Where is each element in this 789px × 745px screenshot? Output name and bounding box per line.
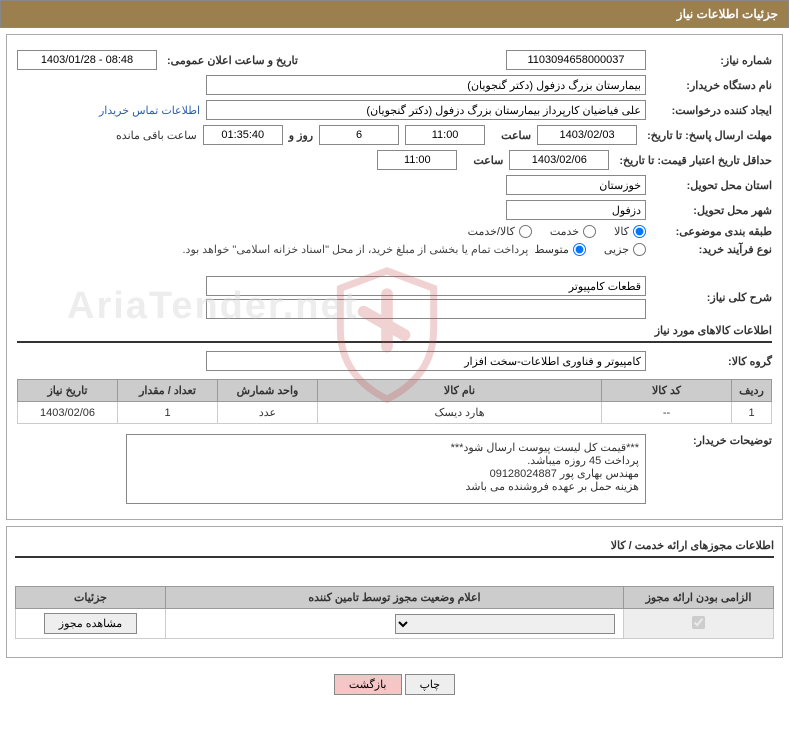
need-no-label: شماره نیاز: (652, 54, 772, 67)
province-label: استان محل تحویل: (652, 179, 772, 192)
goods-group-label: گروه کالا: (652, 355, 772, 368)
license-table: الزامی بودن ارائه مجوز اعلام وضعیت مجوز … (15, 586, 774, 639)
goods-group-input[interactable] (206, 351, 646, 371)
remaining-time-input[interactable] (203, 125, 283, 145)
col-row: ردیف (732, 380, 772, 402)
general-desc-label: شرح کلی نیاز: (652, 291, 772, 304)
validity-label: حداقل تاریخ اعتبار قیمت: تا تاریخ: (615, 154, 772, 167)
purchase-type-radio-group: جزیی متوسط (534, 243, 646, 256)
col-code: کد کالا (602, 380, 732, 402)
purchase-medium-option[interactable]: متوسط (534, 243, 586, 256)
general-desc-input-1[interactable] (206, 276, 646, 296)
treasury-note: پرداخت تمام یا بخشی از مبلغ خرید، از محل… (183, 243, 529, 256)
purchase-minor-option[interactable]: جزیی (604, 243, 646, 256)
lic-status-select[interactable] (395, 614, 615, 634)
city-input[interactable] (506, 200, 646, 220)
deadline-hour-input[interactable] (405, 125, 485, 145)
lic-status-cell (166, 609, 624, 639)
goods-table: ردیف کد کالا نام کالا واحد شمارش تعداد /… (17, 379, 772, 424)
lic-detail-cell: مشاهده مجوز (16, 609, 166, 639)
cell-rownum: 1 (732, 402, 772, 424)
purchase-type-label: نوع فرآیند خرید: (652, 243, 772, 256)
lic-mandatory-checkbox[interactable] (692, 616, 705, 629)
buyer-org-label: نام دستگاه خریدار: (652, 79, 772, 92)
remaining-days-input[interactable] (319, 125, 399, 145)
need-no-input[interactable] (506, 50, 646, 70)
license-section-title: اطلاعات مجوزهای ارائه خدمت / کالا (15, 539, 774, 552)
print-button[interactable]: چاپ (405, 674, 456, 695)
cell-name: هارد دیسک (318, 402, 602, 424)
lic-col-detail: جزئیات (16, 587, 166, 609)
buyer-org-input[interactable] (206, 75, 646, 95)
col-date: تاریخ نیاز (18, 380, 118, 402)
category-label: طبقه بندی موضوعی: (652, 225, 772, 238)
cell-qty: 1 (118, 402, 218, 424)
main-info-panel: AriaTender.net شماره نیاز: تاریخ و ساعت … (6, 34, 783, 520)
category-goods-option[interactable]: کالا (614, 225, 646, 238)
lic-col-status: اعلام وضعیت مجوز توسط تامین کننده (166, 587, 624, 609)
province-input[interactable] (506, 175, 646, 195)
goods-info-title: اطلاعات کالاهای مورد نیاز (17, 324, 772, 337)
days-and-label: روز و (289, 129, 313, 142)
remaining-label: ساعت باقی مانده (116, 129, 197, 142)
col-name: نام کالا (318, 380, 602, 402)
buyer-notes-label: توضیحات خریدار: (652, 434, 772, 447)
category-both-option[interactable]: کالا/خدمت (468, 225, 532, 238)
col-qty: تعداد / مقدار (118, 380, 218, 402)
cell-unit: عدد (218, 402, 318, 424)
category-service-option[interactable]: خدمت (550, 225, 596, 238)
validity-hour-input[interactable] (377, 150, 457, 170)
announce-date-input[interactable] (17, 50, 157, 70)
deadline-label: مهلت ارسال پاسخ: تا تاریخ: (643, 129, 772, 142)
requester-label: ایجاد کننده درخواست: (652, 104, 772, 117)
table-row: 1 -- هارد دیسک عدد 1 1403/02/06 (18, 402, 772, 424)
category-radio-group: کالا خدمت کالا/خدمت (468, 225, 646, 238)
cell-code: -- (602, 402, 732, 424)
deadline-hour-label: ساعت (491, 129, 531, 142)
validity-hour-label: ساعت (463, 154, 503, 167)
col-unit: واحد شمارش (218, 380, 318, 402)
city-label: شهر محل تحویل: (652, 204, 772, 217)
deadline-date-input[interactable] (537, 125, 637, 145)
requester-input[interactable] (206, 100, 646, 120)
footer-buttons: چاپ بازگشت (0, 664, 789, 705)
page-header: جزئیات اطلاعات نیاز (0, 0, 789, 28)
license-row: مشاهده مجوز (16, 609, 774, 639)
announce-date-label: تاریخ و ساعت اعلان عمومی: (163, 54, 298, 67)
back-button[interactable]: بازگشت (334, 674, 402, 695)
view-license-button[interactable]: مشاهده مجوز (44, 613, 137, 634)
validity-date-input[interactable] (509, 150, 609, 170)
lic-mandatory-cell (624, 609, 774, 639)
buyer-contact-link[interactable]: اطلاعات تماس خریدار (99, 104, 200, 117)
buyer-notes-box: ***قیمت کل لیست پیوست ارسال شود*** پرداخ… (126, 434, 646, 504)
cell-date: 1403/02/06 (18, 402, 118, 424)
license-panel: اطلاعات مجوزهای ارائه خدمت / کالا الزامی… (6, 526, 783, 658)
lic-col-mandatory: الزامی بودن ارائه مجوز (624, 587, 774, 609)
general-desc-input-2[interactable] (206, 299, 646, 319)
